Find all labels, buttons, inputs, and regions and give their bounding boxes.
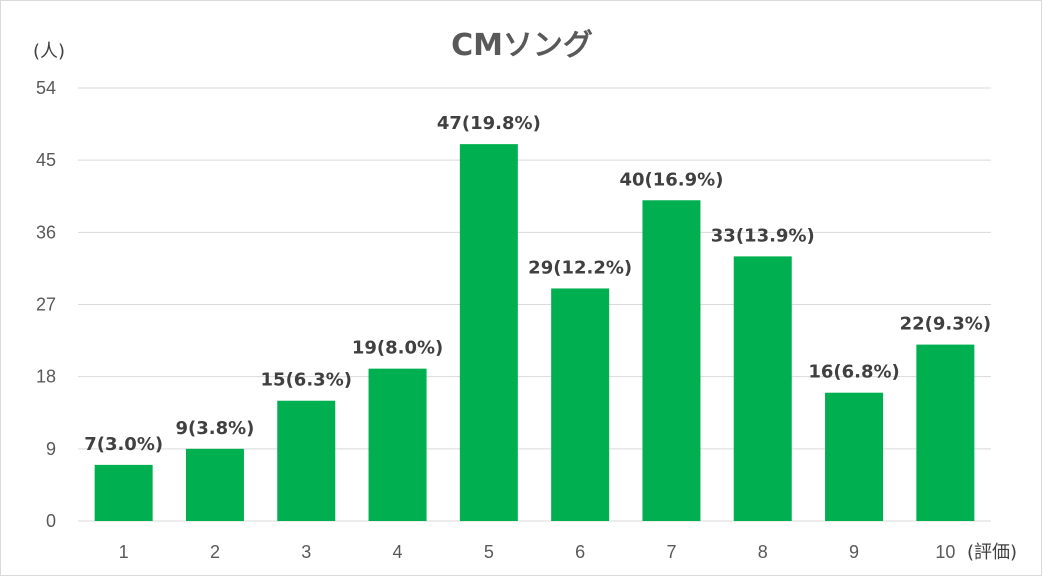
y-tick-label: 0 <box>46 511 56 531</box>
x-tick-label: 5 <box>484 542 494 562</box>
x-tick-label: 2 <box>210 542 220 562</box>
y-axis-unit-label: (人) <box>33 41 65 62</box>
bar <box>825 392 884 521</box>
y-axis-ticks: 0 9 18 27 36 45 54 <box>36 78 56 531</box>
x-tick-label: 7 <box>666 542 676 562</box>
data-labels: 7(3.0%) 9(3.8%) 15(6.3%)19(8.0%) 47(19.8%) 2… <box>84 113 991 455</box>
y-tick-label: 36 <box>36 222 56 242</box>
data-label: 33(13.9%) <box>711 225 815 246</box>
x-tick-label: 1 <box>119 542 129 562</box>
bar <box>277 400 336 521</box>
bar <box>733 256 792 521</box>
data-label: 40(16.9%) <box>619 169 723 190</box>
data-label: 19(8.0%) <box>352 338 443 359</box>
bar <box>185 448 244 521</box>
bars <box>94 144 975 521</box>
chart-title: CMソング <box>451 28 593 63</box>
bar <box>551 288 610 521</box>
data-label: 29(12.2%) <box>528 257 632 278</box>
y-tick-label: 9 <box>46 439 56 459</box>
data-label: 9(3.8%) <box>175 418 254 439</box>
data-label: 22(9.3%) <box>900 314 991 335</box>
bar <box>642 200 701 521</box>
bar <box>459 144 518 521</box>
y-tick-label: 45 <box>36 150 56 170</box>
y-tick-label: 54 <box>36 78 56 98</box>
x-axis-ticks: 1 2 3 4 5 6 7 8 9 10 <box>119 542 956 562</box>
x-tick-label: 3 <box>301 542 311 562</box>
x-tick-label: 10 <box>935 542 955 562</box>
x-tick-label: 6 <box>575 542 585 562</box>
x-tick-label: 9 <box>849 542 859 562</box>
bar <box>916 344 975 521</box>
x-axis-unit-label: (評価) <box>967 542 1017 563</box>
x-tick-label: 4 <box>393 542 403 562</box>
data-label: 7(3.0%) <box>84 434 163 455</box>
bar <box>94 464 153 521</box>
x-tick-label: 8 <box>758 542 768 562</box>
y-tick-label: 27 <box>36 295 56 315</box>
y-tick-label: 18 <box>36 367 56 387</box>
data-label: 47(19.8%) <box>437 113 541 134</box>
data-label: 15(6.3%) <box>261 370 352 391</box>
bar <box>368 368 427 521</box>
data-label: 16(6.8%) <box>808 362 899 383</box>
